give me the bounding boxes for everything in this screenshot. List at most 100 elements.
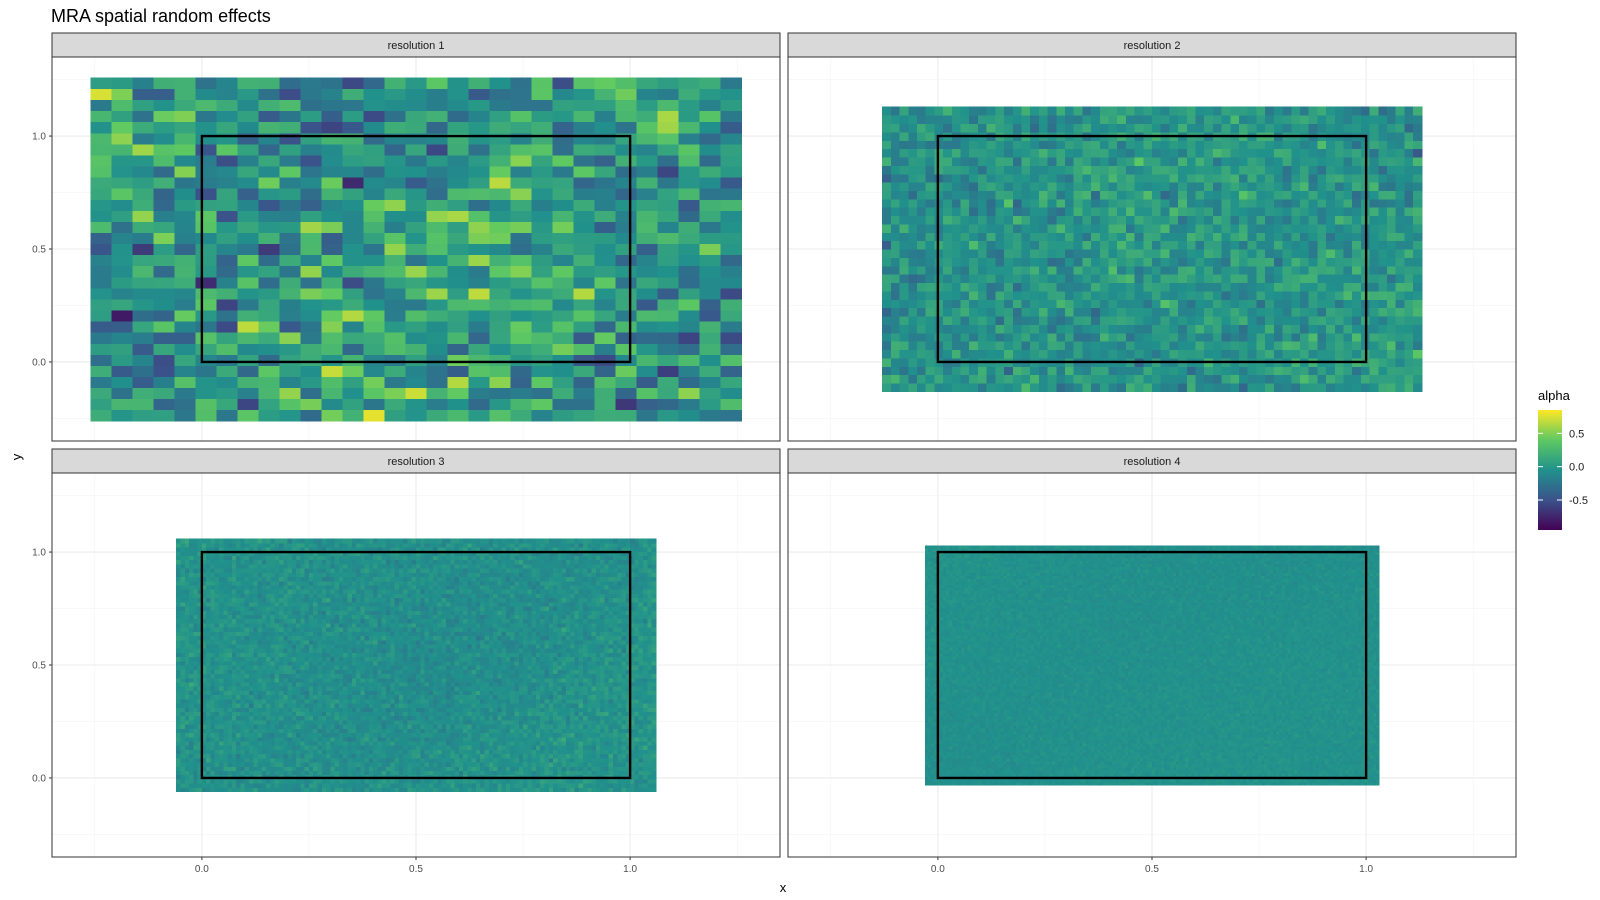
heatmap-cell [1369, 232, 1379, 242]
heatmap-cell [206, 681, 212, 687]
heatmap-cell [1117, 299, 1127, 309]
heatmap-cell [261, 639, 267, 645]
heatmap-cell [1299, 307, 1310, 317]
heatmap-cell [270, 690, 276, 696]
heatmap-cell [193, 665, 199, 670]
heatmap-cell [1047, 173, 1057, 183]
heatmap-cell [195, 143, 218, 156]
heatmap-cell [278, 736, 284, 742]
heatmap-cell [240, 652, 246, 658]
heatmap-cell [214, 584, 220, 590]
heatmap-cell [1030, 190, 1040, 200]
heatmap-cell [1186, 190, 1197, 200]
heatmap-cell [210, 648, 216, 653]
heatmap-cell [594, 77, 617, 90]
heatmap-cell [248, 610, 254, 616]
heatmap-cell [291, 698, 297, 704]
heatmap-cell [1386, 374, 1397, 384]
heatmap-cell [1343, 332, 1353, 342]
heatmap-cell [1317, 374, 1327, 384]
heatmap-cell [951, 123, 962, 133]
heatmap-cell [266, 677, 271, 683]
heatmap-cell [287, 584, 293, 590]
heatmap-cell [300, 188, 323, 200]
heatmap-cell [1230, 274, 1240, 284]
heatmap-cell [111, 265, 134, 278]
heatmap-cell [426, 143, 449, 156]
heatmap-cell [594, 154, 617, 167]
heatmap-cell [274, 766, 280, 772]
heatmap-cell [1091, 324, 1101, 334]
heatmap-cell [1247, 307, 1258, 317]
heatmap-cell [201, 555, 207, 561]
heatmap-cell [278, 610, 284, 616]
heatmap-cell [261, 589, 267, 594]
heatmap-cell [934, 115, 944, 125]
heatmap-cell [1204, 366, 1214, 376]
heatmap-cell [90, 143, 113, 156]
heatmap-cell [274, 635, 280, 641]
heatmap-cell [227, 551, 233, 556]
heatmap-cell [636, 132, 659, 145]
heatmap-cell [279, 154, 302, 167]
heatmap-cell [1291, 182, 1301, 191]
heatmap-cell [1282, 366, 1292, 376]
heatmap-cell [279, 88, 302, 101]
heatmap-cell [266, 551, 271, 556]
heatmap-cell [193, 555, 199, 561]
heatmap-cell [1160, 382, 1170, 392]
heatmap-cell [296, 635, 301, 641]
heatmap-cell [489, 143, 512, 156]
heatmap-cell [468, 376, 491, 389]
heatmap-cell [1343, 207, 1353, 217]
heatmap-cell [678, 143, 701, 156]
heatmap-cell [274, 724, 280, 729]
heatmap-cell [231, 740, 237, 746]
heatmap-cell [1369, 140, 1379, 150]
heatmap-cell [1404, 198, 1414, 208]
heatmap-cell [189, 559, 194, 565]
heatmap-cell [296, 732, 301, 738]
heatmap-cell [1273, 106, 1284, 116]
heatmap-cell [489, 132, 512, 145]
heatmap-cell [231, 601, 237, 607]
heatmap-cell [248, 778, 254, 784]
heatmap-cell [176, 643, 182, 649]
heatmap-cell [1299, 115, 1310, 125]
heatmap-cell [384, 221, 407, 233]
heatmap-cell [1134, 223, 1144, 233]
heatmap-cell [1413, 357, 1423, 367]
heatmap-cell [278, 589, 284, 594]
heatmap-cell [1308, 349, 1318, 359]
heatmap-cell [925, 315, 936, 325]
heatmap-cell [720, 132, 743, 145]
heatmap-cell [90, 298, 113, 311]
heatmap-cell [210, 669, 216, 675]
heatmap-cell [227, 605, 233, 611]
heatmap-cell [219, 686, 224, 691]
heatmap-cell [678, 287, 701, 300]
heatmap-cell [1265, 307, 1275, 317]
heatmap-cell [240, 719, 246, 725]
heatmap-cell [244, 559, 250, 565]
heatmap-cell [287, 711, 293, 717]
heatmap-cell [594, 210, 617, 222]
heatmap-cell [266, 643, 271, 649]
heatmap-cell [231, 563, 237, 569]
heatmap-cell [1204, 123, 1214, 133]
heatmap-cell [216, 188, 239, 200]
heatmap-cell [447, 343, 470, 355]
heatmap-cell [995, 123, 1005, 133]
heatmap-cell [405, 287, 428, 300]
heatmap-cell [925, 140, 936, 150]
heatmap-cell [270, 614, 276, 620]
heatmap-cell [227, 698, 233, 704]
heatmap-cell [278, 601, 284, 607]
heatmap-cell [1073, 307, 1083, 317]
heatmap-cell [1395, 332, 1405, 342]
heatmap-cell [951, 282, 962, 292]
heatmap-cell [426, 265, 449, 278]
heatmap-cell [189, 660, 194, 666]
heatmap-cell [426, 177, 449, 189]
heatmap-cell [552, 188, 575, 200]
